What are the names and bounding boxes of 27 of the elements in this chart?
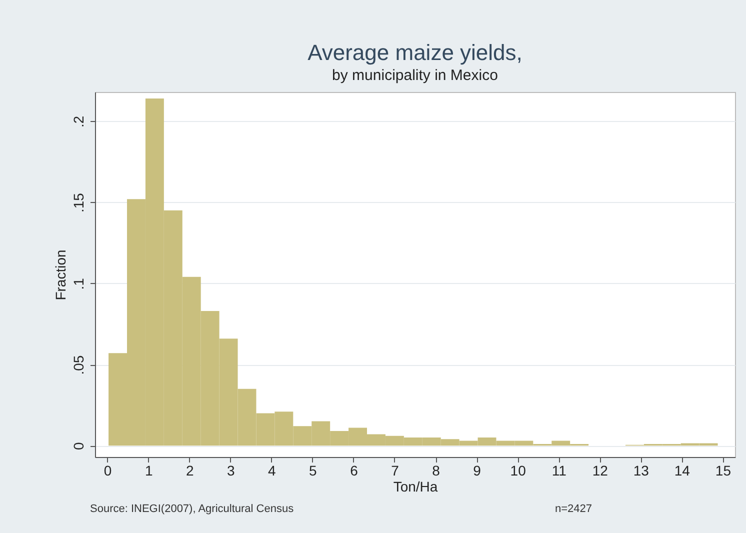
x-tick-label: 13	[633, 462, 650, 478]
y-tick-label: .2	[70, 116, 86, 128]
x-tick-label: 12	[592, 462, 608, 478]
source-note: Source: INEGI(2007), Agricultural Census	[90, 503, 294, 515]
x-tick-label: 14	[674, 462, 690, 478]
y-tick-label: .1	[70, 278, 86, 290]
chart-title: Average maize yields,	[308, 40, 522, 65]
chart-subtitle: by municipality in Mexico	[332, 67, 498, 84]
x-tick-label: 11	[552, 462, 567, 478]
x-tick-label: 7	[391, 462, 400, 478]
x-tick-label: 5	[309, 462, 318, 478]
x-tick-label: 2	[186, 462, 194, 478]
x-tick-label: 10	[510, 462, 526, 478]
x-tick-label: 8	[432, 462, 440, 478]
x-tick-label: 4	[268, 462, 276, 478]
x-tick-label: 1	[144, 462, 153, 478]
x-tick-label: 3	[226, 462, 235, 478]
x-axis-title: Ton/Ha	[393, 478, 438, 494]
x-tick-label: 0	[104, 462, 112, 478]
y-tick-label: 0	[70, 442, 86, 450]
x-tick-label: 9	[473, 462, 482, 478]
y-tick-label: .15	[70, 192, 86, 213]
y-tick-label: .05	[70, 355, 86, 375]
x-tick-label: 15	[715, 462, 732, 478]
x-tick-label: 6	[350, 462, 358, 478]
y-axis-title: Fraction	[52, 250, 68, 300]
text: n=2427	[555, 503, 592, 515]
